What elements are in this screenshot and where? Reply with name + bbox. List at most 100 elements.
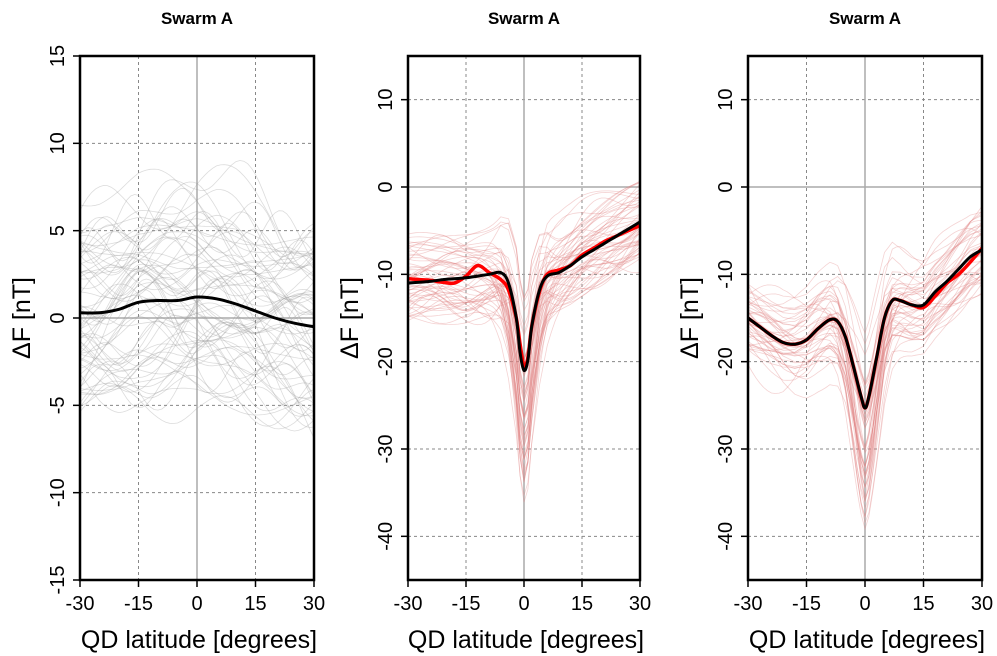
background-trace [80, 322, 314, 412]
background-trace [80, 327, 314, 395]
background-trace [80, 278, 314, 428]
background-trace [748, 230, 982, 477]
background-trace [748, 224, 982, 450]
background-trace [80, 339, 314, 380]
background-trace [408, 253, 640, 496]
background-trace [80, 374, 314, 417]
background-trace [408, 249, 640, 377]
series-line-black [408, 220, 640, 373]
y-tick-label: 0 [715, 181, 737, 192]
background-trace [748, 205, 982, 387]
background-trace [748, 232, 982, 387]
background-trace [748, 282, 982, 448]
background-trace [408, 189, 640, 447]
background-trace [748, 276, 982, 480]
background-trace [80, 185, 314, 289]
background-trace [408, 241, 640, 379]
background-trace [80, 300, 314, 439]
background-trace [80, 346, 314, 392]
y-tick-label: 0 [47, 312, 69, 323]
background-trace [80, 216, 314, 246]
background-trace [748, 250, 982, 417]
x-tick-label: 30 [971, 593, 993, 615]
x-tick-label: -30 [66, 593, 95, 615]
y-axis-label: ΔF [nT] [8, 277, 36, 359]
series-group [408, 220, 640, 373]
background-trace [408, 219, 640, 461]
background-trace [80, 320, 314, 372]
background-trace [80, 267, 314, 367]
background-trace [408, 251, 640, 474]
background-trace [408, 219, 640, 337]
background-trace [408, 225, 640, 432]
series-line-black [80, 295, 314, 329]
x-tick-label: 15 [912, 593, 934, 615]
y-axis-label: ΔF [nT] [676, 277, 704, 359]
background-trace [80, 214, 314, 316]
background-trace [80, 246, 314, 302]
background-trace [748, 283, 982, 424]
background-trace [80, 237, 314, 352]
background-trace [748, 248, 982, 386]
background-trace [408, 205, 640, 454]
background-trace [408, 180, 640, 461]
background-trace [748, 278, 982, 519]
background-trace [748, 272, 982, 477]
background-trace [80, 295, 314, 366]
background-trace [80, 266, 314, 333]
background-trace [408, 182, 640, 299]
y-tick-label: -30 [375, 435, 397, 464]
y-tick-label: -15 [47, 566, 69, 595]
background-trace [408, 199, 640, 441]
background-trace [408, 242, 640, 418]
background-trace [80, 270, 314, 403]
background-trace [748, 211, 982, 500]
x-tick-label: -15 [792, 593, 821, 615]
x-tick-label: 15 [571, 593, 593, 615]
y-tick-label: -20 [715, 347, 737, 376]
background-trace [748, 292, 982, 421]
background-trace [748, 252, 982, 489]
background-trace [80, 194, 314, 264]
background-trace [408, 215, 640, 300]
background-trace [80, 351, 314, 417]
background-trace [748, 260, 982, 469]
background-trace [408, 221, 640, 303]
background-trace [80, 269, 314, 369]
series-line-black [748, 248, 982, 410]
background-trace [80, 275, 314, 348]
background-trace [748, 222, 982, 430]
background-trace [408, 242, 640, 417]
background-trace [80, 361, 314, 414]
background-trace [80, 315, 314, 375]
chart-panel-2: Swarm A -30 -15 0 15 30 -40 -30 -20 -10 0 10 QD lati… [336, 9, 651, 654]
background-trace [748, 251, 982, 421]
y-tick-label: -40 [375, 522, 397, 551]
x-tick-label: 0 [518, 593, 529, 615]
background-trace [408, 237, 640, 503]
background-trace [408, 227, 640, 476]
background-trace [748, 228, 982, 356]
background-trace [748, 224, 982, 335]
background-trace [748, 215, 982, 425]
y-tick-label: 5 [47, 225, 69, 236]
background-trace [748, 265, 982, 430]
background-trace [80, 240, 314, 270]
chart-title: Swarm A [488, 9, 560, 28]
background-trace [748, 242, 982, 469]
background-trace [80, 235, 314, 316]
background-trace [408, 229, 640, 438]
background-trace [408, 232, 640, 470]
background-trace [748, 268, 982, 510]
y-tick-label: 10 [375, 89, 397, 111]
background-trace [748, 282, 982, 467]
background-trace [408, 206, 640, 401]
background-trace [80, 218, 314, 271]
background-trace [408, 258, 640, 398]
y-tick-label: -5 [47, 396, 69, 414]
background-trace [80, 160, 314, 274]
background-trace [80, 353, 314, 416]
y-tick-label: -10 [375, 260, 397, 289]
background-trace [80, 268, 314, 349]
